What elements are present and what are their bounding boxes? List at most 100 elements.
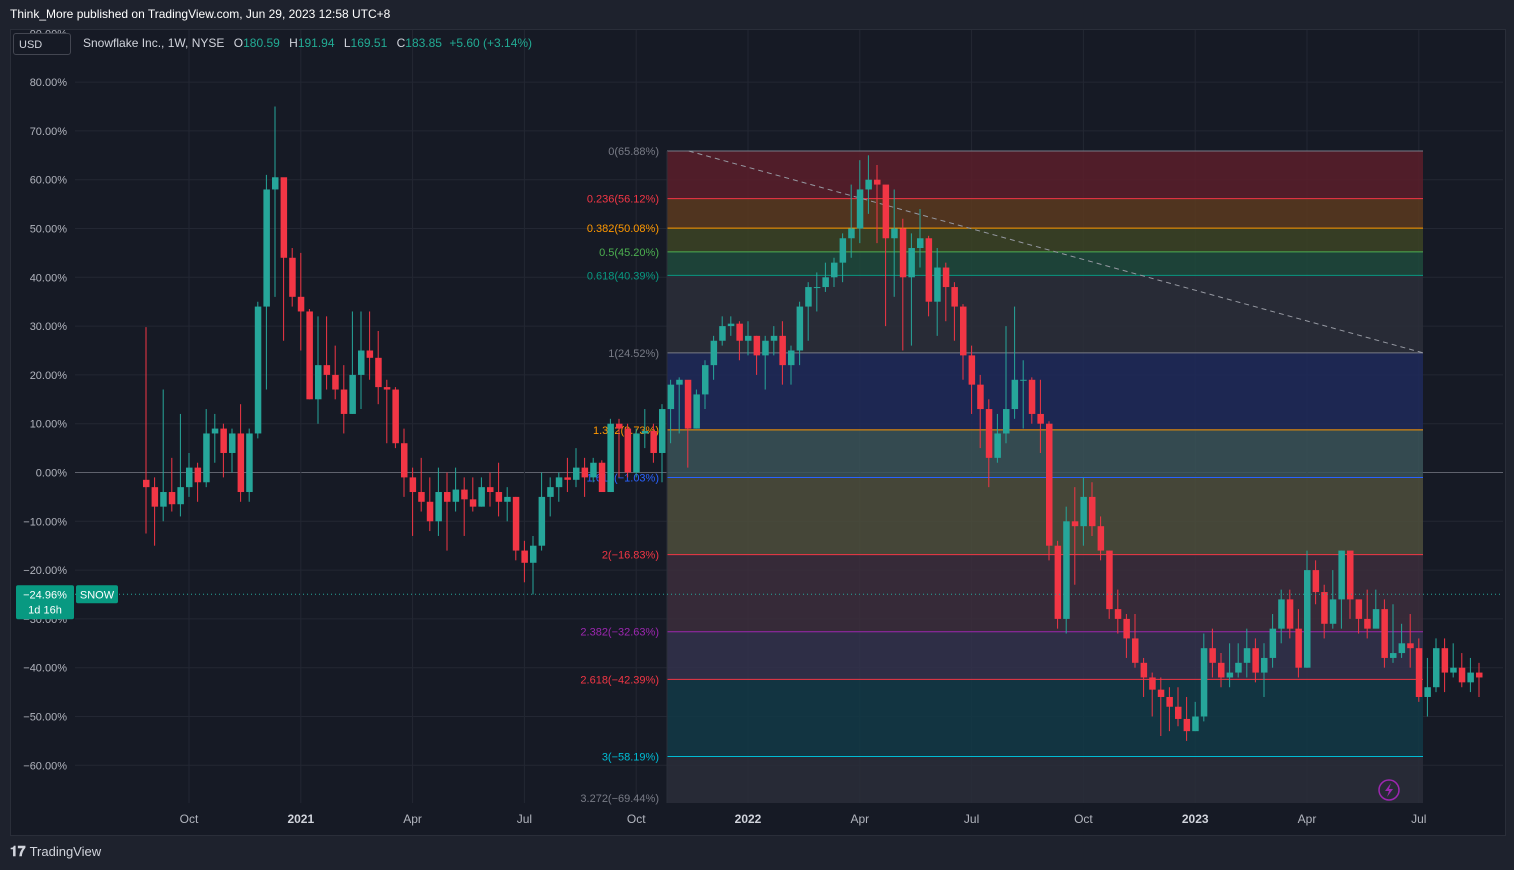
high-value: 191.94 xyxy=(297,36,335,50)
candle-body xyxy=(1295,628,1302,668)
fib-band xyxy=(667,228,1423,252)
candle-body xyxy=(934,267,941,302)
candle-body xyxy=(624,428,632,473)
candle-body xyxy=(392,389,399,444)
candle-body xyxy=(573,467,580,480)
candle-body xyxy=(908,248,915,278)
candle-body xyxy=(1192,716,1199,732)
x-tick-label: Oct xyxy=(180,812,199,826)
candle-body xyxy=(478,487,485,507)
candle-body xyxy=(607,423,614,493)
symbol-legend: Snowflake Inc., 1W, NYSE O180.59 H191.94… xyxy=(83,36,532,50)
candle-body xyxy=(1458,667,1466,683)
candle-body xyxy=(538,496,546,546)
candle-body xyxy=(1020,379,1027,381)
candle-body xyxy=(340,389,348,414)
candle-body xyxy=(1278,599,1285,629)
candle-body xyxy=(848,228,855,239)
candlestick-series xyxy=(143,106,1483,741)
candle-body xyxy=(1312,570,1320,593)
candle-body xyxy=(581,467,589,478)
candle-body xyxy=(1166,696,1173,707)
candle-body xyxy=(1218,662,1225,678)
candle-body xyxy=(977,384,984,410)
lightning-icon[interactable] xyxy=(1378,779,1400,801)
candle-body xyxy=(332,374,339,390)
y-tick-label: 50.00% xyxy=(30,224,68,236)
candle-body xyxy=(1329,599,1337,624)
candle-body xyxy=(899,228,907,278)
candle-body xyxy=(1132,638,1139,663)
candle-body xyxy=(495,492,503,502)
candle-body xyxy=(693,394,700,429)
tradingview-logo[interactable]: 𝟏𝟕 TradingView xyxy=(10,843,101,860)
countdown-label: 1d 16h xyxy=(28,604,62,616)
tradingview-logo-icon: 𝟏𝟕 xyxy=(10,843,26,859)
candle-body xyxy=(1235,662,1242,673)
candle-body xyxy=(1149,677,1156,690)
candle-body xyxy=(1209,648,1216,663)
candle-body xyxy=(194,467,202,483)
candle-body xyxy=(994,433,1001,458)
symbol-title[interactable]: Snowflake Inc., 1W, NYSE xyxy=(83,36,225,50)
candle-body xyxy=(280,177,288,258)
candle-body xyxy=(1364,618,1371,629)
candle-body xyxy=(1114,609,1122,619)
lightning-icon-bolt xyxy=(1385,783,1393,797)
candle-body xyxy=(487,487,494,493)
candle-body xyxy=(366,350,374,358)
candle-body xyxy=(289,257,296,297)
candle-body xyxy=(968,355,976,385)
candle-body xyxy=(530,545,537,563)
candle-body xyxy=(1003,409,1010,434)
candle-body xyxy=(1106,550,1113,610)
candle-body xyxy=(925,238,933,302)
currency-button[interactable]: USD xyxy=(13,33,71,55)
candle-body xyxy=(891,228,898,239)
x-tick-label: Jul xyxy=(964,812,979,826)
candle-body xyxy=(254,306,262,434)
y-tick-label: 60.00% xyxy=(30,175,68,187)
candle-body xyxy=(684,379,692,429)
candle-body xyxy=(358,350,365,375)
candle-body xyxy=(882,184,890,239)
open-label: O xyxy=(233,36,244,50)
candle-body xyxy=(220,428,227,453)
candle-body xyxy=(1200,648,1208,717)
candle-body xyxy=(409,477,417,493)
candle-body xyxy=(1183,718,1191,732)
candle-body xyxy=(1372,609,1380,629)
candle-body xyxy=(736,323,743,341)
candle-body xyxy=(839,238,847,263)
candle-body xyxy=(1390,653,1397,658)
candle-body xyxy=(1243,648,1251,663)
candle-body xyxy=(203,433,210,483)
candle-body xyxy=(1415,648,1423,697)
fib-level-label: 0.382(50.08%) xyxy=(587,223,659,235)
fib-band xyxy=(667,756,1423,803)
x-tick-label: Oct xyxy=(627,812,646,826)
y-tick-label: 40.00% xyxy=(30,272,68,284)
candle-body xyxy=(865,179,872,190)
candle-body xyxy=(1381,609,1388,658)
candle-body xyxy=(1080,496,1087,527)
y-tick-label: 70.00% xyxy=(30,126,68,138)
candle-body xyxy=(951,287,958,307)
fib-band xyxy=(667,352,1423,430)
candle-body xyxy=(1467,672,1474,683)
candle-body xyxy=(796,306,804,351)
candle-body xyxy=(263,189,270,307)
x-tick-label: 2021 xyxy=(287,812,314,826)
y-tick-label: −40.00% xyxy=(23,663,67,675)
y-tick-label: 0.00% xyxy=(36,468,67,480)
y-tick-label: −20.00% xyxy=(23,565,67,577)
candle-body xyxy=(1037,413,1044,424)
candle-body xyxy=(856,189,864,229)
y-tick-label: −10.00% xyxy=(23,516,67,528)
fib-extension-tool[interactable]: 0(65.88%) 0.236(56.12%) 0.382(50.08%) 0.5(4… xyxy=(580,146,1424,805)
candle-body xyxy=(1338,550,1345,600)
x-tick-label: 2022 xyxy=(735,812,762,826)
candle-body xyxy=(383,387,391,390)
ticker-label: SNOW xyxy=(80,589,115,601)
